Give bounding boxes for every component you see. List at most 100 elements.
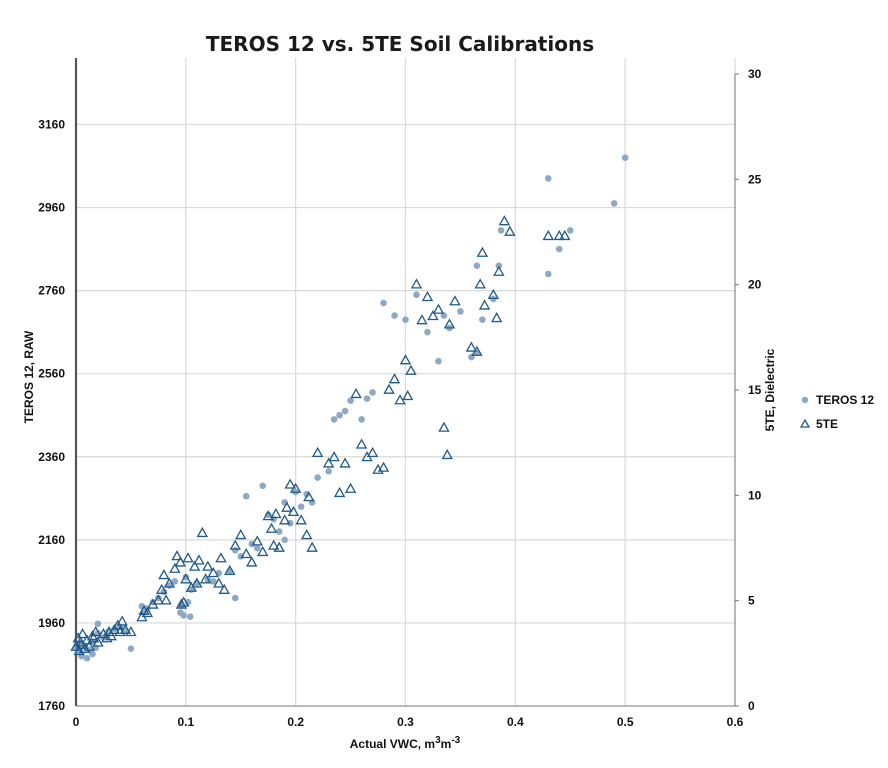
data-point-5te	[199, 573, 212, 584]
data-point-5te	[416, 314, 428, 325]
data-point-5te	[83, 640, 95, 651]
data-point-teros12	[281, 536, 288, 544]
data-point-teros12	[314, 474, 321, 481]
data-point-teros12	[180, 612, 187, 619]
data-point-teros12	[358, 416, 365, 423]
data-point-5te	[303, 491, 315, 502]
y-left-tick-label: 2160	[38, 533, 65, 547]
data-point-5te	[322, 457, 335, 468]
data-point-5te	[377, 461, 390, 472]
data-point-5te	[235, 529, 247, 540]
data-point-5te	[284, 478, 296, 489]
x-axis-label-main: Actual VWC, m	[350, 737, 435, 751]
data-point-5te	[160, 594, 172, 605]
y-right-tick-label: 0	[748, 699, 755, 713]
data-point-5te	[213, 577, 225, 588]
data-point-teros12	[231, 594, 239, 602]
data-point-5te	[246, 556, 258, 567]
data-point-5te	[478, 299, 491, 310]
y-left-axis-label: TEROS 12, RAW	[22, 330, 36, 423]
data-point-teros12	[413, 291, 420, 299]
data-point-5te	[401, 389, 414, 401]
x-tick-label: 0.6	[727, 715, 744, 729]
data-point-5te	[257, 545, 269, 557]
data-point-teros12	[380, 299, 387, 307]
data-point-5te	[240, 547, 252, 559]
data-point-teros12	[610, 200, 618, 207]
data-point-5te	[559, 229, 571, 241]
data-point-5te	[405, 364, 417, 375]
data-point-5te	[224, 564, 236, 576]
data-point-5te	[438, 421, 450, 432]
data-point-5te	[79, 642, 91, 653]
data-point-5te	[251, 535, 263, 546]
data-point-teros12	[369, 389, 376, 396]
data-point-5te	[355, 438, 368, 449]
data-point-5te	[171, 550, 183, 561]
x-axis-label-sup2: -3	[451, 735, 460, 746]
x-axis-label-sup1: 3	[435, 735, 441, 746]
data-point-5te	[388, 373, 401, 384]
y-left-tick-label: 2360	[38, 450, 65, 464]
data-point-5te	[180, 573, 192, 584]
data-point-teros12	[424, 328, 431, 336]
data-point-5te	[141, 606, 154, 618]
data-point-5te	[306, 541, 318, 552]
data-point-5te	[90, 625, 102, 637]
data-point-teros12	[209, 578, 217, 585]
y-left-tick-label: 3160	[38, 117, 65, 131]
data-point-5te	[471, 345, 483, 356]
data-point-5te	[177, 596, 190, 607]
data-point-teros12	[336, 411, 343, 419]
x-tick-label: 0	[73, 715, 80, 729]
data-point-5te	[182, 552, 194, 563]
data-point-5te	[287, 505, 300, 517]
data-point-teros12	[495, 262, 503, 269]
data-point-5te	[443, 318, 456, 329]
legend-label-5te: 5TE	[816, 417, 838, 431]
x-axis-label: Actual VWC, m3m-3	[350, 735, 461, 751]
data-point-5te	[490, 312, 503, 323]
data-point-teros12	[621, 154, 629, 161]
data-point-5te	[383, 383, 395, 394]
data-point-5te	[333, 486, 346, 498]
data-point-teros12	[473, 262, 481, 269]
data-point-teros12	[182, 573, 190, 581]
data-point-5te	[229, 539, 241, 550]
y-left-tick-label: 1760	[38, 699, 65, 713]
data-point-teros12	[242, 492, 250, 500]
x-tick-label: 0.1	[177, 715, 194, 729]
data-point-teros12	[497, 227, 505, 234]
data-point-teros12	[297, 503, 305, 510]
x-tick-label: 0.2	[287, 715, 304, 729]
data-point-5te	[262, 510, 274, 521]
data-point-teros12	[253, 544, 261, 552]
data-point-5te	[155, 583, 168, 594]
data-point-5te	[193, 554, 205, 565]
data-point-5te	[295, 514, 307, 525]
data-point-5te	[152, 594, 165, 605]
legend-marker-5te	[799, 418, 811, 428]
data-point-5te	[125, 625, 137, 637]
tick-labels: 0 0.1 0.2 0.3 0.4 0.5 0.6 1760 1960 2160 2360 2560 2…	[38, 67, 761, 729]
data-point-5te	[339, 457, 351, 468]
legend-marker-teros12	[801, 396, 809, 404]
y-left-tick-label: 2760	[38, 284, 65, 298]
y-right-axis-label: 5TE, Dielectric	[763, 348, 777, 431]
data-point-5te	[105, 630, 117, 641]
legend-label-teros12: TEROS 12	[816, 393, 874, 407]
data-point-5te	[344, 482, 357, 493]
data-point-teros12	[544, 175, 552, 182]
data-point-5te	[273, 541, 285, 552]
data-point-5te	[87, 632, 100, 643]
data-point-teros12	[171, 578, 179, 585]
data-point-5te	[311, 446, 324, 458]
y-right-tick-label: 5	[748, 594, 755, 608]
data-point-5te	[432, 303, 445, 314]
data-point-5te	[410, 278, 423, 289]
data-point-teros12	[435, 357, 442, 365]
data-point-teros12	[83, 654, 91, 662]
data-point-5te	[119, 623, 132, 635]
data-point-5te	[465, 341, 478, 352]
